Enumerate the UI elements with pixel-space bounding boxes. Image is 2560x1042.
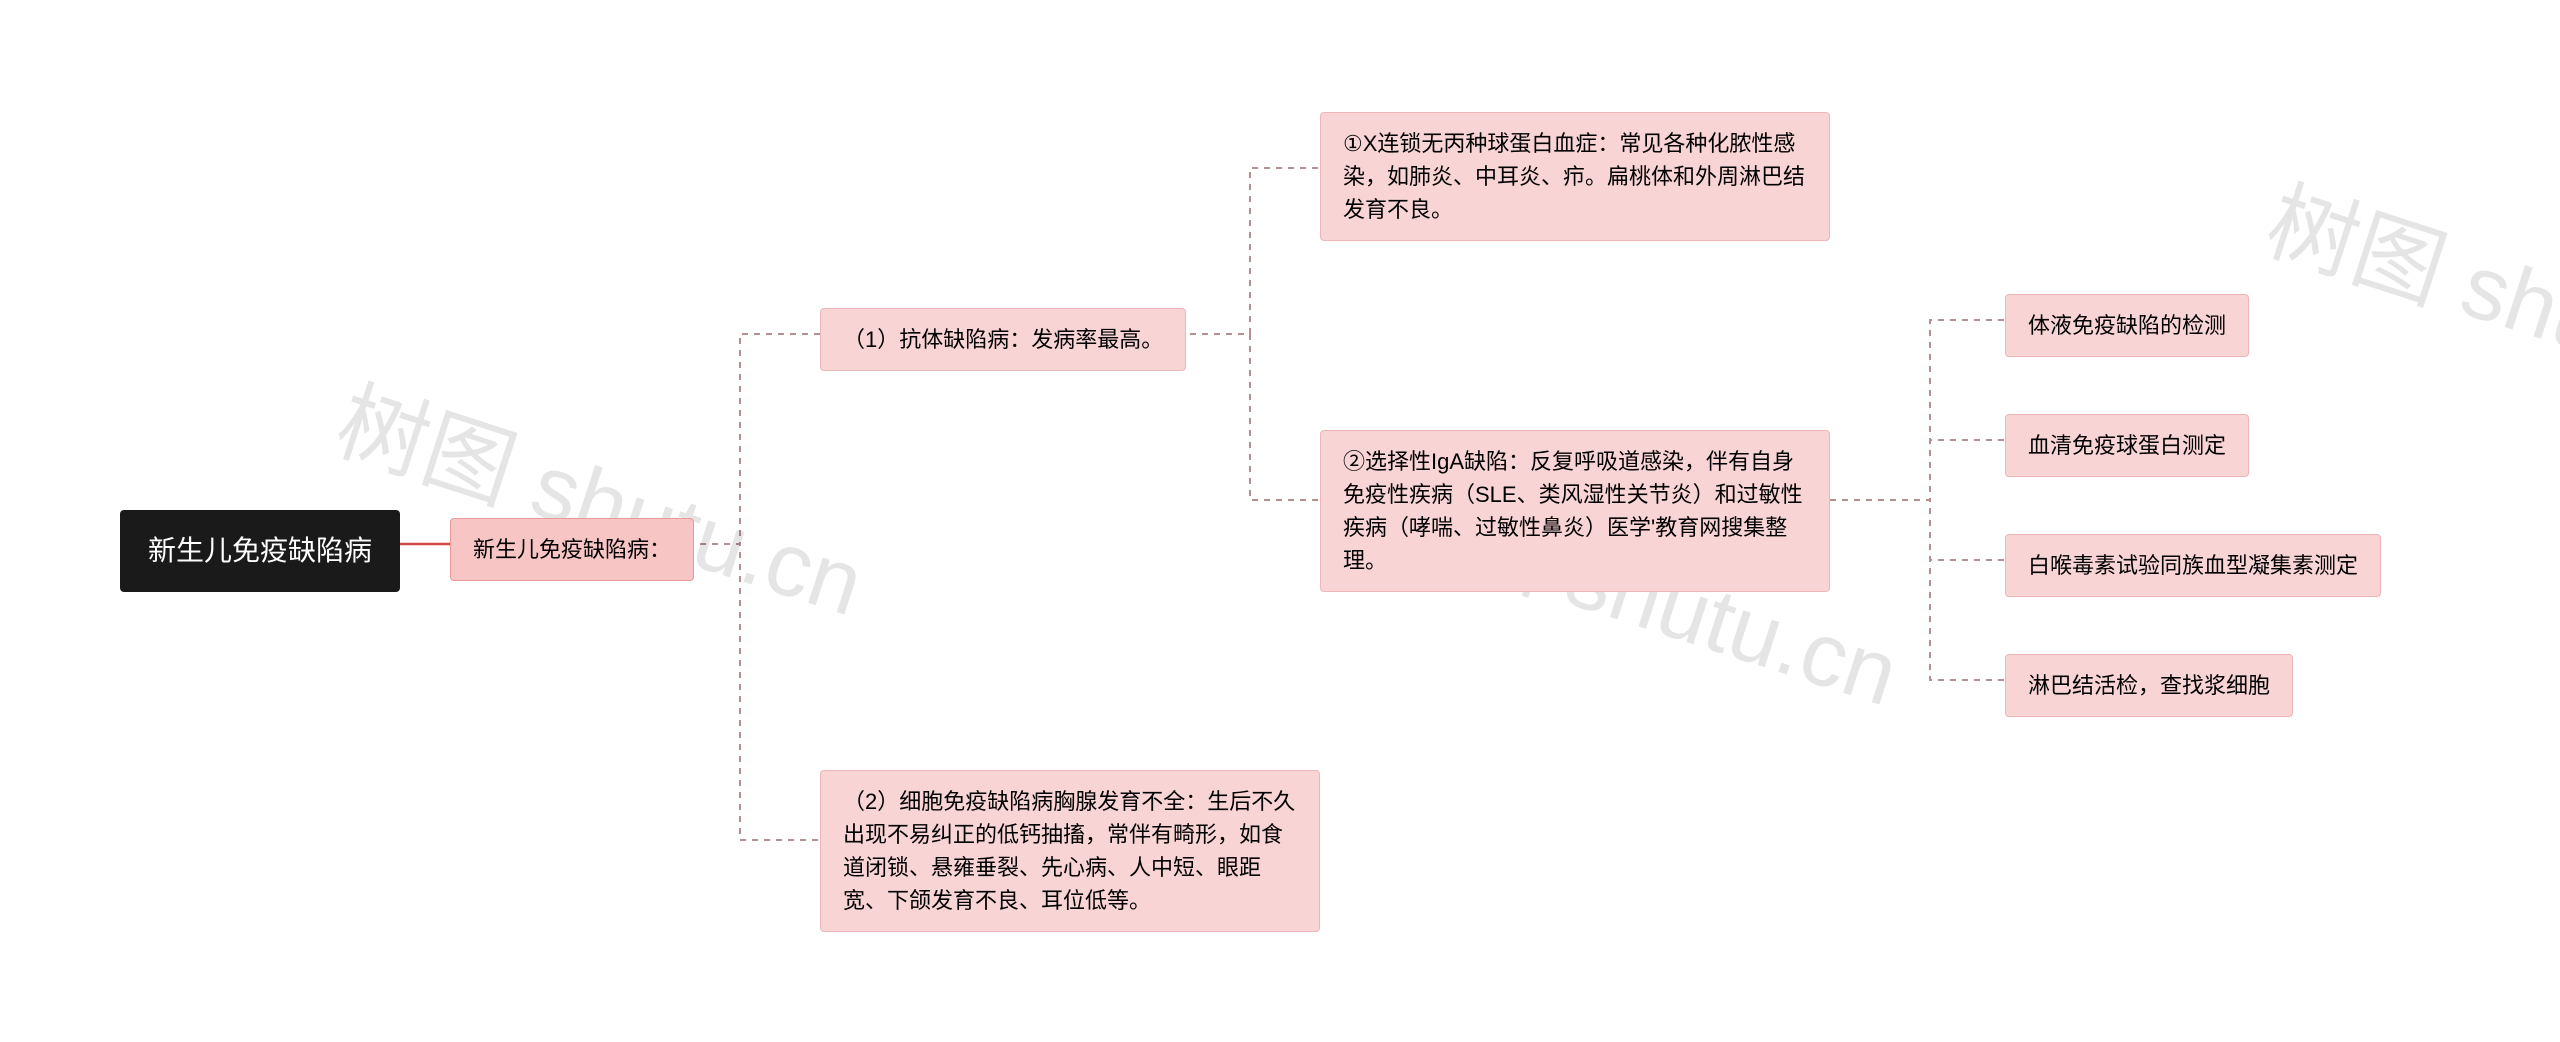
node-iga[interactable]: ②选择性IgA缺陷：反复呼吸道感染，伴有自身免疫性疾病（SLE、类风湿性关节炎）…	[1320, 430, 1830, 592]
root-node[interactable]: 新生儿免疫缺陷病	[120, 510, 400, 592]
node-lymph-biopsy[interactable]: 淋巴结活检，查找浆细胞	[2005, 654, 2293, 717]
node-antibody-defect[interactable]: （1）抗体缺陷病：发病率最高。	[820, 308, 1186, 371]
watermark: 树图 shutu.cn	[323, 349, 882, 641]
mindmap-canvas: 树图 shutu.cn 树图 shutu.cn 树图 shutu.cn 新生儿免…	[0, 0, 2560, 1042]
watermark: 树图 shutu.cn	[2253, 149, 2560, 441]
level1-node[interactable]: 新生儿免疫缺陷病：	[450, 518, 694, 581]
node-humoral-test[interactable]: 体液免疫缺陷的检测	[2005, 294, 2249, 357]
node-serum-ig[interactable]: 血清免疫球蛋白测定	[2005, 414, 2249, 477]
node-diphtheria[interactable]: 白喉毒素试验同族血型凝集素测定	[2005, 534, 2381, 597]
node-cellular-defect[interactable]: （2）细胞免疫缺陷病胸腺发育不全：生后不久出现不易纠正的低钙抽搐，常伴有畸形，如…	[820, 770, 1320, 932]
node-xlinked[interactable]: ①X连锁无丙种球蛋白血症：常见各种化脓性感染，如肺炎、中耳炎、疖。扁桃体和外周淋…	[1320, 112, 1830, 241]
